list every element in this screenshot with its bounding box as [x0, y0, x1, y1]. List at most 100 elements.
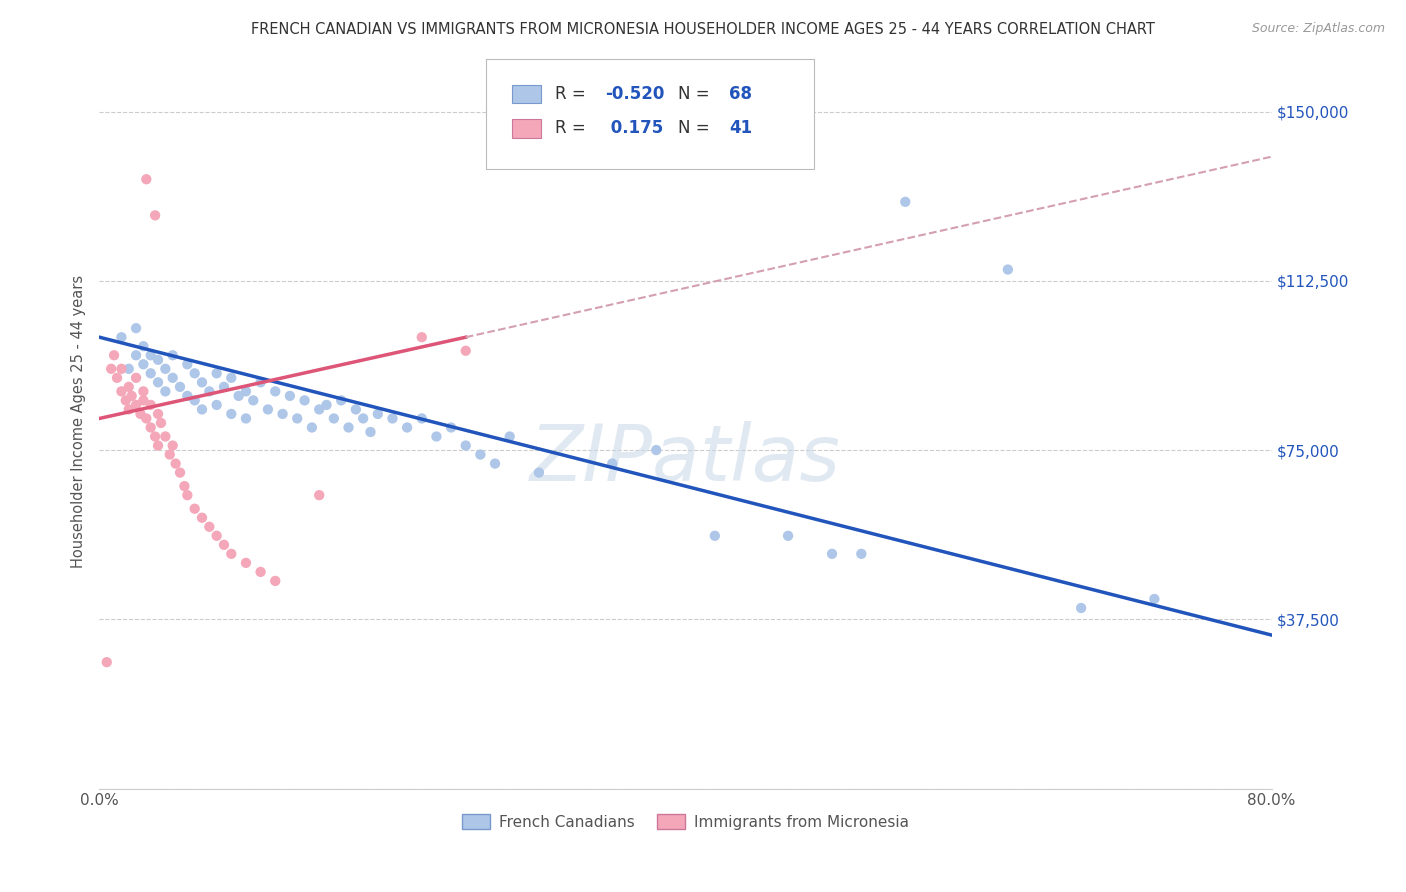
Point [183, 501, 205, 516]
Point [1070, 601, 1092, 615]
Point [221, 407, 243, 421]
Point [155, 384, 177, 399]
Point [600, 457, 623, 471]
Point [146, 407, 169, 421]
Point [183, 393, 205, 408]
Point [257, 402, 280, 417]
Point [235, 384, 257, 399]
FancyBboxPatch shape [512, 85, 541, 103]
Point [344, 402, 367, 417]
Point [103, 348, 125, 362]
Point [125, 348, 148, 362]
Text: R =: R = [555, 120, 592, 137]
Point [191, 402, 214, 417]
Y-axis label: Householder Income Ages 25 - 44 years: Householder Income Ages 25 - 44 years [72, 276, 86, 568]
Text: N =: N = [679, 85, 716, 103]
Point [301, 420, 323, 434]
Point [149, 416, 172, 430]
Point [110, 361, 132, 376]
Point [118, 380, 141, 394]
Point [110, 384, 132, 399]
FancyBboxPatch shape [486, 59, 814, 169]
Point [198, 520, 221, 534]
Point [135, 172, 157, 186]
Point [249, 565, 271, 579]
Point [183, 367, 205, 381]
Point [169, 380, 191, 394]
Point [125, 398, 148, 412]
Point [139, 348, 162, 362]
Point [278, 389, 301, 403]
Point [264, 574, 287, 588]
Point [100, 361, 122, 376]
Point [425, 429, 447, 443]
Point [221, 371, 243, 385]
Point [821, 547, 844, 561]
Text: R =: R = [555, 85, 592, 103]
Point [315, 398, 337, 412]
Point [235, 411, 257, 425]
Point [778, 529, 800, 543]
Point [484, 457, 506, 471]
Point [155, 361, 177, 376]
Point [851, 547, 873, 561]
Point [228, 389, 250, 403]
Point [125, 321, 148, 335]
Point [894, 194, 917, 209]
Point [135, 411, 157, 425]
Text: N =: N = [679, 120, 716, 137]
Point [110, 330, 132, 344]
Point [411, 330, 433, 344]
Point [139, 367, 162, 381]
Text: ZIPatlas: ZIPatlas [530, 420, 841, 497]
Point [242, 393, 264, 408]
Point [146, 352, 169, 367]
Text: 41: 41 [728, 120, 752, 137]
Point [470, 448, 492, 462]
Point [159, 448, 181, 462]
Point [645, 443, 668, 458]
Point [352, 411, 374, 425]
Point [308, 488, 330, 502]
Point [308, 402, 330, 417]
Point [118, 402, 141, 417]
Point [205, 529, 228, 543]
Point [165, 457, 187, 471]
Point [330, 393, 353, 408]
Text: Source: ZipAtlas.com: Source: ZipAtlas.com [1251, 22, 1385, 36]
Point [322, 411, 344, 425]
Point [139, 420, 162, 434]
Point [440, 420, 463, 434]
Point [155, 429, 177, 443]
Legend: French Canadians, Immigrants from Micronesia: French Canadians, Immigrants from Micron… [456, 807, 915, 836]
Point [146, 376, 169, 390]
Point [198, 384, 221, 399]
Point [132, 357, 155, 371]
Point [114, 393, 136, 408]
Point [997, 262, 1019, 277]
Point [118, 361, 141, 376]
Text: FRENCH CANADIAN VS IMMIGRANTS FROM MICRONESIA HOUSEHOLDER INCOME AGES 25 - 44 YE: FRENCH CANADIAN VS IMMIGRANTS FROM MICRO… [252, 22, 1154, 37]
Point [162, 438, 184, 452]
Point [235, 556, 257, 570]
Point [212, 380, 235, 394]
Point [212, 538, 235, 552]
Point [454, 343, 477, 358]
Point [129, 407, 152, 421]
Point [703, 529, 725, 543]
Point [176, 357, 198, 371]
Point [454, 438, 477, 452]
Point [162, 371, 184, 385]
FancyBboxPatch shape [512, 120, 541, 137]
Point [499, 429, 522, 443]
Point [169, 466, 191, 480]
Point [381, 411, 404, 425]
Point [205, 398, 228, 412]
Point [132, 339, 155, 353]
Point [285, 411, 308, 425]
Point [191, 376, 214, 390]
Point [96, 655, 118, 669]
Point [367, 407, 389, 421]
Point [221, 547, 243, 561]
Text: 68: 68 [728, 85, 752, 103]
